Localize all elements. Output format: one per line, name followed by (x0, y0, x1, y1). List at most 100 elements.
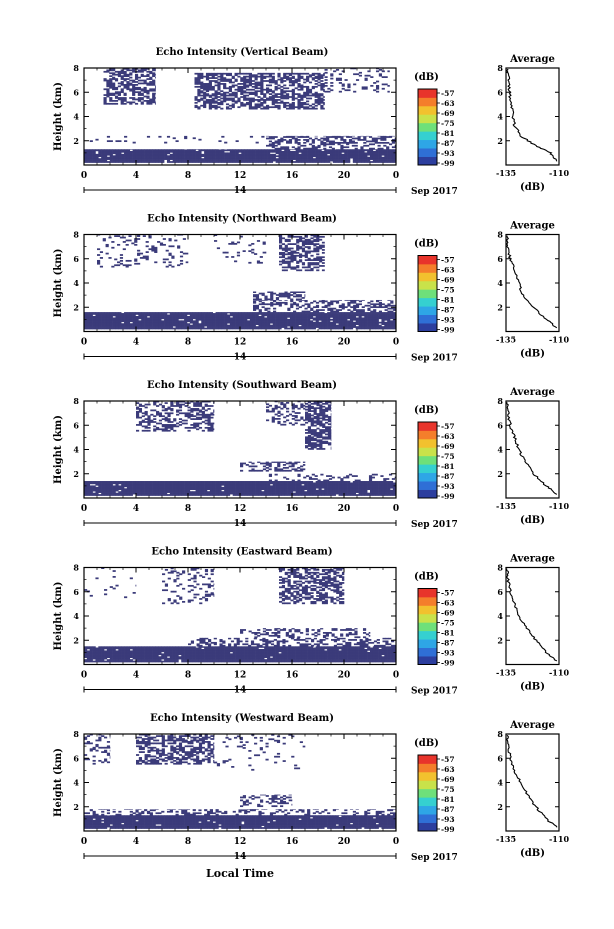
echo-cell (280, 78, 284, 81)
echo-cell (166, 323, 171, 325)
echo-cell (378, 304, 382, 307)
echo-cell (355, 161, 359, 163)
echo-cell (166, 491, 171, 493)
echo-cell (318, 327, 322, 330)
echo-cell (232, 153, 236, 156)
echo-cell (270, 294, 274, 296)
echo-cell (280, 97, 284, 100)
echo-cell (123, 86, 127, 89)
echo-cell (309, 153, 314, 156)
echo-cell (121, 482, 125, 485)
echo-cell (114, 264, 118, 267)
echo-cell (106, 102, 110, 105)
echo-cell (248, 250, 252, 253)
echo-cell (106, 70, 110, 73)
echo-cell (109, 161, 113, 163)
echo-cell (260, 72, 264, 75)
echo-cell (303, 72, 307, 75)
echo-cell (387, 313, 391, 315)
echo-cell (166, 481, 171, 483)
echo-cell (244, 323, 248, 325)
echo-cell (154, 261, 158, 264)
echo-cell (329, 327, 334, 330)
echo-cell (241, 159, 245, 162)
echo-cell (258, 317, 262, 320)
echo-cell (277, 140, 281, 143)
echo-cell (112, 481, 116, 483)
echo-cell (161, 161, 165, 163)
echo-cell (126, 485, 131, 488)
echo-cell (295, 326, 299, 328)
echo-cell (332, 159, 336, 162)
echo-cell (321, 235, 325, 238)
echo-cell (228, 104, 232, 107)
echo-cell (274, 140, 278, 143)
echo-cell (123, 102, 127, 105)
echo-cell (329, 312, 334, 314)
echo-cell (358, 71, 362, 74)
echo-cell (278, 152, 282, 155)
echo-cell (114, 88, 119, 91)
echo-cell (320, 93, 324, 95)
echo-cell (214, 96, 218, 98)
echo-cell (243, 84, 247, 87)
echo-cell (126, 75, 130, 78)
echo-cell (234, 91, 238, 94)
echo-cell (361, 87, 365, 90)
echo-cell (175, 149, 179, 150)
echo-cell (123, 75, 127, 78)
y-tick-label: 2 (73, 302, 79, 312)
echo-cell (109, 159, 113, 162)
echo-cell (245, 99, 250, 101)
echo-cell (243, 75, 247, 78)
echo-cell (313, 249, 317, 251)
echo-cell (148, 248, 152, 251)
echo-cell (255, 156, 259, 159)
echo-cell (134, 76, 139, 79)
echo-cell (109, 482, 113, 485)
echo-cell (204, 492, 208, 495)
echo-cell (272, 159, 276, 162)
echo-cell (92, 489, 96, 492)
echo-cell (89, 152, 93, 155)
echo-cell (218, 150, 222, 153)
echo-cell (306, 139, 310, 141)
echo-cell (321, 150, 325, 153)
colorbar-swatch (418, 97, 437, 107)
echo-cell (201, 326, 205, 328)
echo-cell (155, 323, 159, 325)
echo-cell (284, 321, 288, 324)
echo-cell (214, 72, 218, 75)
echo-cell (260, 77, 264, 79)
echo-cell (181, 482, 185, 485)
echo-cell (370, 323, 374, 325)
echo-cell (229, 488, 234, 491)
echo-cell (303, 136, 307, 138)
echo-cell (272, 313, 276, 315)
echo-cells (84, 234, 397, 330)
echo-cell (259, 261, 263, 264)
echo-cell (215, 492, 219, 495)
echo-cell (315, 153, 319, 156)
echo-cell (195, 314, 199, 317)
echo-cell (221, 323, 225, 325)
echo-cell (278, 295, 282, 298)
echo-cell (274, 87, 278, 90)
echo-cell (228, 72, 232, 75)
echo-cell (184, 150, 188, 153)
echo-cell (328, 136, 333, 138)
echo-cell (155, 482, 159, 485)
echo-cell (308, 143, 313, 146)
echo-cell (178, 149, 182, 150)
echo-cell (197, 75, 201, 78)
echo-cell (372, 152, 377, 155)
echo-cell (254, 91, 258, 94)
echo-cell (184, 489, 188, 492)
echo-cell (129, 320, 133, 323)
echo-cell (146, 321, 151, 324)
echo-cell (381, 153, 385, 156)
echo-cell (172, 158, 176, 160)
echo-cell (141, 158, 145, 160)
echo-cell (104, 315, 108, 318)
echo-cell (287, 149, 291, 152)
